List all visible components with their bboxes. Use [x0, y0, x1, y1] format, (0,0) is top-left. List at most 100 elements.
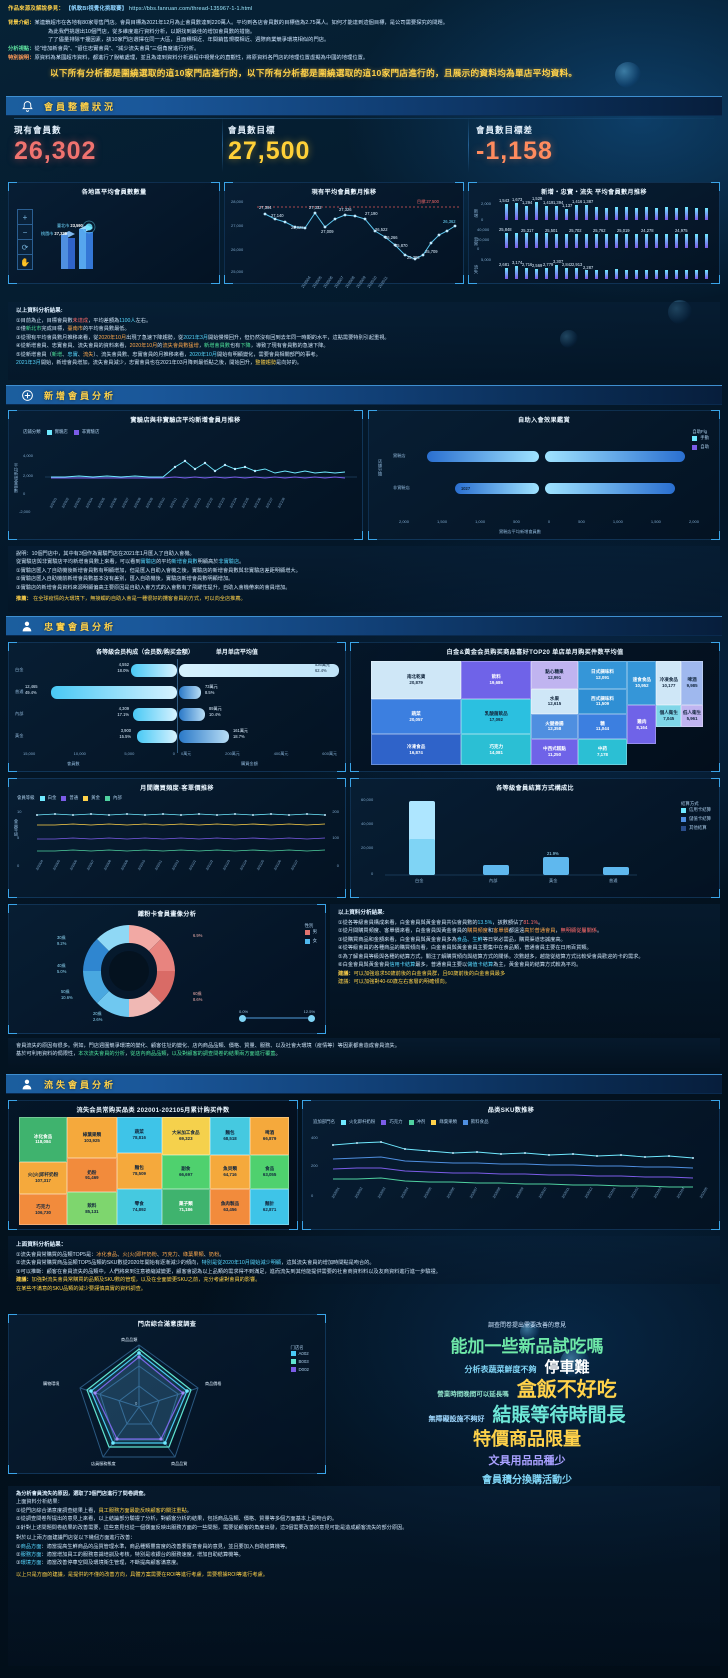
- bar-join-left-0: [427, 451, 539, 462]
- treemap-cell[interactable]: 西式調味料 11,509: [577, 688, 628, 714]
- treemap-cell[interactable]: 火(火(即杆奶粉 107,317: [19, 1161, 68, 1195]
- treemap-cell[interactable]: 水果 12,615: [531, 688, 578, 714]
- treemap-cell[interactable]: 糖 11,044: [577, 713, 628, 739]
- treemap-cell[interactable]: 零食 74,892: [116, 1189, 162, 1225]
- treemap-cell[interactable]: 奶粉 91,469: [67, 1158, 117, 1193]
- legend-store-class[interactable]: 店鋪分類 實驗店 非實驗店: [23, 429, 99, 435]
- treemap-cell[interactable]: 低人衛生 5,961: [681, 704, 703, 727]
- kpi-value: 27,500: [228, 137, 311, 165]
- point-label: 25,395: [407, 255, 420, 260]
- legend-tier[interactable]: 會員等級 白金 普通 黃金 內部: [17, 795, 122, 801]
- legend-stores[interactable]: 门店名 A002 B003 D002: [290, 1345, 310, 1375]
- plus-circle-icon: [16, 385, 38, 405]
- treemap-top20[interactable]: 南北乾貨 20,879 蔬菜 20,057 冷凍食品 16,874 飲料 19,686 乳酸菌飲…: [371, 661, 703, 765]
- treemap-cell[interactable]: 麵包 78,509: [116, 1153, 162, 1189]
- treemap-cell[interactable]: 大米加工食品 69,323: [161, 1117, 210, 1155]
- y-axis-label: 會員等級: [14, 819, 19, 836]
- treemap-cell[interactable]: 魚貝類 64,716: [209, 1154, 251, 1189]
- treemap-cell[interactable]: 食品 63,055: [250, 1154, 289, 1189]
- analysis-line: ④從新增會員、忠實會員、流失會員的資料來看，2020年10月的流失會員數猛增，新…: [16, 343, 329, 350]
- analysis-recommendation: 在某些不滿意的SKU品類的減少要謹慎真實的資料調查。: [16, 1285, 146, 1292]
- bar-value: 1,543: [499, 198, 510, 203]
- treemap-cell[interactable]: 啤酒 66,879: [250, 1117, 289, 1155]
- treemap-cell[interactable]: 南北乾貨 20,879: [371, 661, 462, 700]
- treemap-cell-value: 12,091: [595, 675, 610, 681]
- bar-label-region-1: 臺北市 23,590: [57, 223, 83, 228]
- treemap-cell[interactable]: 日式調味料 12,091: [577, 661, 628, 689]
- treemap-cell[interactable]: 飲料 85,131: [67, 1192, 117, 1225]
- treemap-cell[interactable]: 蔬菜 20,057: [371, 699, 462, 735]
- treemap-cell[interactable]: 綠葉果類 103,925: [67, 1117, 117, 1159]
- treemap-cell[interactable]: 冷凍食品 16,874: [371, 734, 462, 765]
- legend-sku[interactable]: 追加部門名 火化即杆奶粉 巧克力 冲剂 綠葉果類 飲料食品: [313, 1119, 488, 1125]
- section-title: 會員整體狀況: [44, 101, 117, 112]
- legend-gender[interactable]: 性別 男 女: [304, 923, 317, 947]
- word-cloud-word[interactable]: 結賬等待時間長: [492, 1404, 626, 1426]
- map-toolbar[interactable]: + − ⟳ ✋: [17, 209, 33, 270]
- analysis-line: 基於可利用資料的侷限性，本次流失會員的分析，從店內商品品類，以及對顧客的調查問卷…: [16, 1051, 281, 1058]
- legend-item: D002: [298, 1367, 310, 1372]
- treemap-cell[interactable]: 菓子類 71,186: [161, 1189, 210, 1225]
- bar-amount-1: [179, 686, 201, 699]
- pct-slider[interactable]: 0.0% 12.5%: [239, 1009, 315, 1022]
- word-cloud-word[interactable]: 停車難: [544, 1359, 590, 1377]
- amount-value: 73萬元: [205, 684, 218, 689]
- slider-handle-left[interactable]: [239, 1014, 246, 1022]
- treemap-cell[interactable]: 速食食品 10,952: [627, 661, 657, 705]
- y-tick-right: 0: [336, 863, 339, 868]
- analysis-line: ②服務方面：適當增加員工的服務意識培訓及考核，特別是收銀台的服務速度，增加自助結…: [16, 1551, 244, 1558]
- word-cloud-word[interactable]: 會員積分換購活動少: [482, 1475, 572, 1487]
- treemap-cell[interactable]: 巧克力 14,081: [461, 734, 532, 765]
- y-tick: 26,000: [231, 247, 244, 252]
- treemap-lost[interactable]: 冰化食品 118,084 火(火(即杆奶粉 107,317 巧克力 106,730 綠葉果類…: [19, 1117, 289, 1225]
- treemap-cell[interactable]: 中药 7,178: [577, 738, 628, 765]
- pan-icon[interactable]: ✋: [17, 254, 33, 270]
- y-tick: 0: [23, 491, 26, 496]
- treemap-cell[interactable]: 冰化食品 118,084: [19, 1117, 68, 1162]
- word-cloud-word[interactable]: 特價商品限量: [473, 1428, 581, 1449]
- treemap-cell-label: 大米加工食品: [172, 1130, 200, 1136]
- bar-value: 3,174: [512, 260, 523, 265]
- treemap-cell[interactable]: 魚肉製品 63,456: [209, 1189, 251, 1225]
- word-cloud-word[interactable]: 盒飯不好吃: [516, 1378, 617, 1401]
- word-cloud-word[interactable]: 無障礙設施不夠好: [428, 1415, 485, 1423]
- treemap-cell-label: 冷凍食品: [406, 743, 426, 749]
- slider-handle-right[interactable]: [308, 1014, 315, 1022]
- treemap-cell[interactable]: 火腿香腸 12,358: [531, 713, 578, 739]
- word-cloud-word[interactable]: 營業時間晚間可以延長嗎: [437, 1390, 509, 1398]
- treemap-cell[interactable]: 點心糖果 12,991: [531, 661, 578, 689]
- bar-value: 1,528: [532, 196, 543, 201]
- grouped-bars-svg: [505, 202, 708, 279]
- treemap-cell[interactable]: 個人衛生 7,045: [656, 704, 682, 727]
- panel-word-cloud: 調查問卷提出需要改善的意見 能加一些新品試吃嗎 分析表蔬菜鮮度不夠 停車難 營業時間晚…: [334, 1314, 720, 1486]
- treemap-cell[interactable]: 乳酸菌飲品 17,092: [461, 699, 532, 735]
- treemap-cell[interactable]: 巧克力 106,730: [19, 1194, 68, 1225]
- treemap-cell[interactable]: 飲料 19,686: [461, 661, 532, 700]
- legend-self-flag[interactable]: 自助Flg 手動 自助: [692, 429, 709, 453]
- bar-value: 3,307: [553, 259, 564, 264]
- legend-payment[interactable]: 結算方式 信用卡結算 儲值卡結算 其他結算: [681, 801, 711, 834]
- treemap-cell[interactable]: 麵計 62,871: [250, 1189, 289, 1225]
- intro-row-label: 分析視點：: [8, 46, 35, 53]
- source-url[interactable]: https://bbs.fanruan.com/thread-135967-1-…: [129, 6, 253, 12]
- treemap-cell-value: 78,816: [132, 1135, 146, 1141]
- treemap-cell[interactable]: 雞肉 8,164: [627, 704, 657, 745]
- treemap-cell[interactable]: 副食 66,697: [161, 1154, 210, 1189]
- word-cloud-word[interactable]: 能加一些新品試吃嗎: [450, 1337, 604, 1356]
- treemap-cell[interactable]: 啤酒 9,985: [681, 661, 703, 705]
- treemap-cell-label: 啤酒: [687, 677, 697, 683]
- treemap-cell[interactable]: 麵包 68,518: [209, 1117, 251, 1155]
- word-cloud-word[interactable]: 文具用品品種少: [488, 1455, 566, 1468]
- count-pct: 49.4%: [25, 690, 37, 695]
- treemap-cell[interactable]: 冷凍食品 10,177: [656, 661, 682, 705]
- y-tick-right: 100: [332, 835, 339, 840]
- word-cloud-words[interactable]: 能加一些新品試吃嗎分析表蔬菜鮮度不夠 停車難營業時間晚間可以延長嗎 盒飯不好吃無障礙…: [334, 1336, 720, 1489]
- word-cloud-word[interactable]: 分析表蔬菜鮮度不夠: [464, 1365, 537, 1375]
- treemap-cell-label: 日式調味料: [591, 669, 614, 675]
- treemap-cell-value: 12,991: [547, 675, 562, 681]
- treemap-cell[interactable]: 蔬菜 78,816: [116, 1117, 162, 1153]
- chart-title: 現有平均會員數月推移: [311, 189, 377, 196]
- section-header-new-member: 新增會員分析: [6, 385, 722, 405]
- treemap-cell[interactable]: 中西式糕點 11,250: [531, 738, 578, 765]
- intro-row-text: 了了儘量排除干擾因素，該10家門店選擇在同一大區，且面積相近、年間銷售規模相近、…: [48, 37, 330, 44]
